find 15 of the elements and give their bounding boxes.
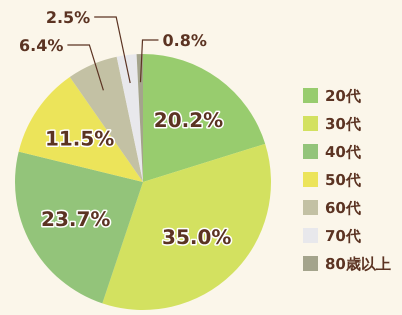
legend-label: 60代 — [325, 199, 361, 217]
data-label: 35.0% — [162, 224, 232, 249]
pie-slice — [116, 54, 143, 182]
data-label: 2.5% — [46, 8, 90, 27]
legend-label: 50代 — [325, 171, 361, 189]
legend-label: 40代 — [325, 143, 361, 161]
legend-label: 20代 — [325, 87, 361, 105]
legend-label: 70代 — [325, 227, 361, 245]
data-label: 0.8% — [162, 31, 207, 50]
data-label: 11.5% — [44, 126, 114, 151]
data-label: 20.2% — [154, 108, 224, 132]
data-label: 6.4% — [19, 36, 64, 55]
data-label: 23.7% — [41, 207, 110, 232]
legend-label: 30代 — [325, 115, 361, 133]
legend-label: 80歳以上 — [325, 255, 391, 273]
